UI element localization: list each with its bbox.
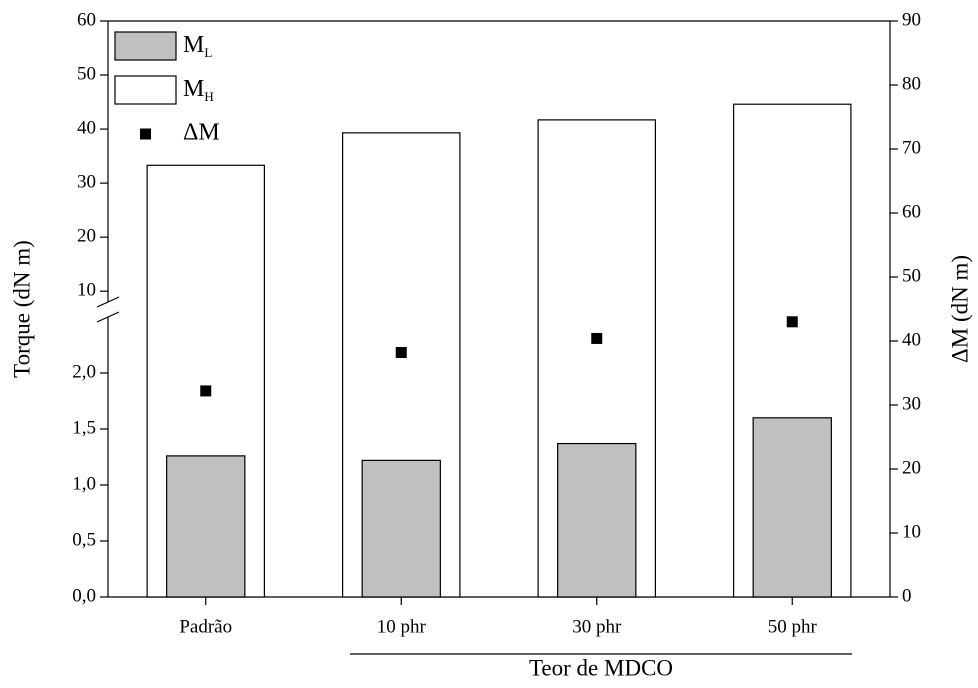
- y-tick-label: 20: [77, 226, 96, 247]
- axis-break: [96, 296, 120, 308]
- axis-break: [96, 311, 120, 323]
- y2-tick-label: 10: [902, 521, 921, 542]
- y2-tick-label: 40: [902, 329, 921, 350]
- legend-marker: [140, 128, 151, 140]
- point: [395, 347, 407, 359]
- bar: [557, 442, 637, 598]
- x-tick-label: 50 phr: [768, 616, 818, 637]
- legend-swatch: [114, 75, 177, 105]
- y2-tick-label: 90: [902, 9, 921, 30]
- y2-tick-label: 50: [902, 265, 921, 286]
- y2-tick-label: 60: [902, 201, 921, 222]
- y-tick-label: 0,5: [72, 529, 96, 550]
- y-tick-label: 30: [77, 171, 96, 192]
- y2-tick-label: 70: [902, 137, 921, 158]
- y-tick-label: 10: [77, 280, 96, 301]
- y2-tick-label: 80: [902, 73, 921, 94]
- y-tick-label: 50: [77, 63, 96, 84]
- y-tick-label: 1,5: [72, 417, 96, 438]
- y2-tick-label: 0: [902, 585, 912, 606]
- y-tick-label: 1,0: [72, 473, 96, 494]
- legend-label: MH: [183, 76, 214, 104]
- x-tick-label: Padrão: [179, 616, 232, 637]
- bar: [361, 459, 441, 598]
- y-tick-label: 0,0: [72, 585, 96, 606]
- point: [591, 332, 603, 344]
- point: [786, 316, 798, 328]
- y2-tick-label: 30: [902, 393, 921, 414]
- bar: [752, 417, 832, 598]
- y-axis-title: Torque (dN m): [9, 240, 34, 378]
- y-tick-label: 2,0: [72, 361, 96, 382]
- legend-label: ΔM: [183, 120, 220, 146]
- y-tick-label: 60: [77, 9, 96, 30]
- point: [200, 385, 212, 397]
- y2-axis-title: ΔM (dN m): [947, 255, 972, 363]
- y2-tick-label: 20: [902, 457, 921, 478]
- x-tick-label: 10 phr: [377, 616, 427, 637]
- y-tick-label: 40: [77, 117, 96, 138]
- x-tick-label: 30 phr: [572, 616, 622, 637]
- x-group-label: Teor de MDCO: [529, 655, 673, 680]
- legend-swatch: [114, 31, 177, 61]
- legend-label: ML: [183, 32, 212, 60]
- bar: [166, 455, 246, 598]
